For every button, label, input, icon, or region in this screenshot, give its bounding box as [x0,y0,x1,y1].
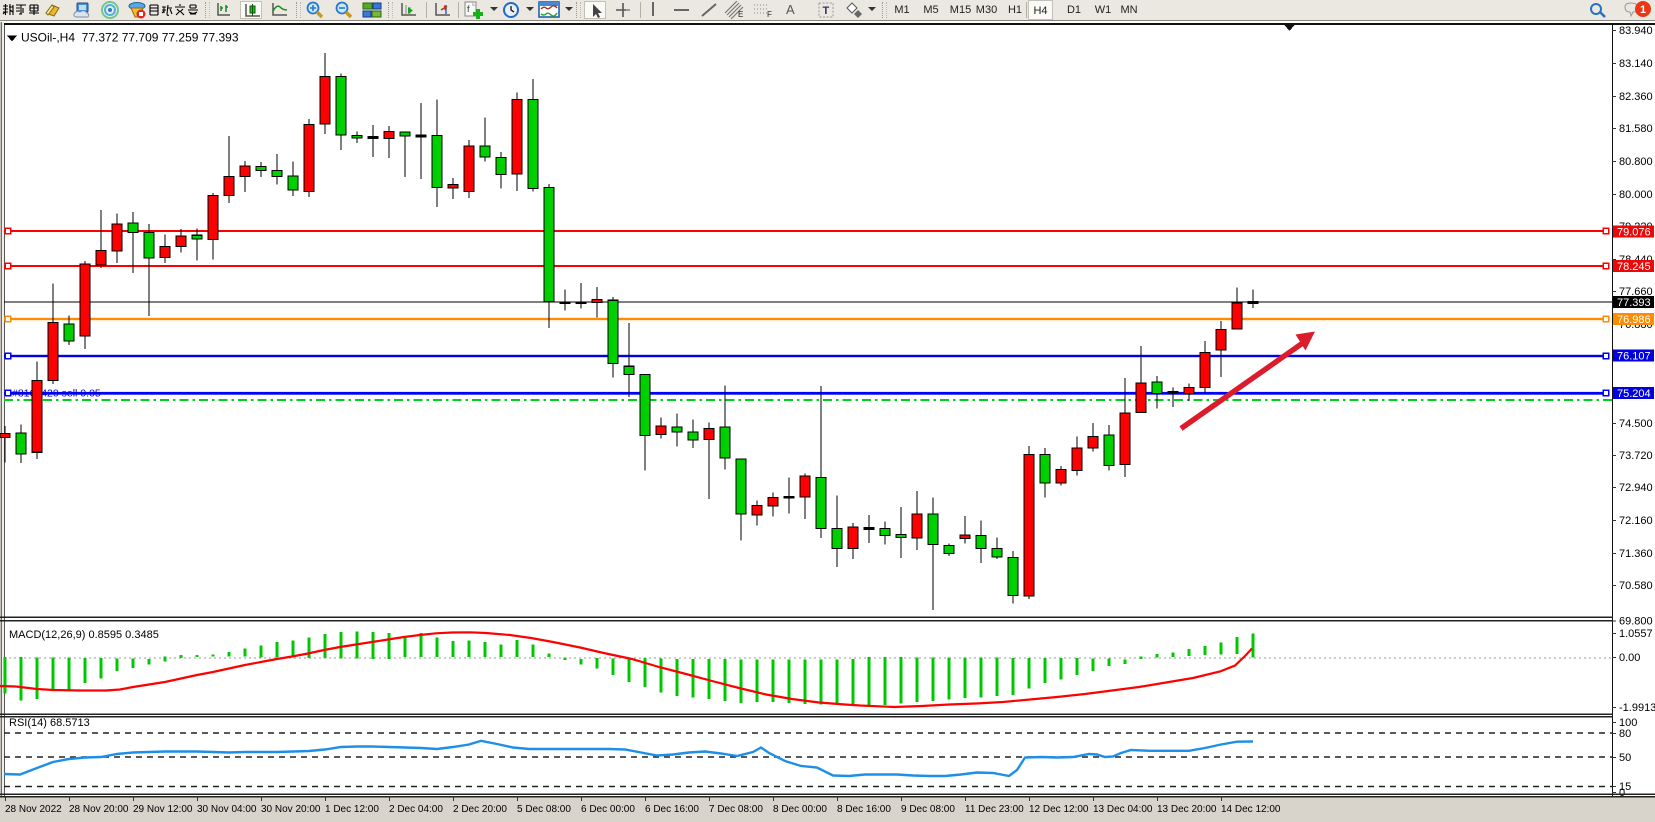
svg-text:78.245: 78.245 [1617,261,1651,273]
svg-text:12 Dec 12:00: 12 Dec 12:00 [1029,804,1089,815]
svg-text:75.204: 75.204 [1617,388,1651,400]
svg-text:72.940: 72.940 [1619,482,1653,494]
svg-text:72.160: 72.160 [1619,515,1653,527]
svg-text:76.107: 76.107 [1617,351,1651,363]
svg-text:8 Dec 00:00: 8 Dec 00:00 [773,804,827,815]
svg-text:83.940: 83.940 [1619,25,1653,37]
svg-text:30 Nov 20:00: 30 Nov 20:00 [261,804,321,815]
svg-text:1.0557: 1.0557 [1619,628,1653,640]
svg-text:T: T [823,5,830,17]
svg-text:73.720: 73.720 [1619,450,1653,462]
svg-text:80.800: 80.800 [1619,156,1653,168]
svg-text:15: 15 [1619,781,1631,793]
svg-text:f: f [467,4,470,14]
svg-text:30 Nov 04:00: 30 Nov 04:00 [197,804,257,815]
svg-text:9 Dec 08:00: 9 Dec 08:00 [901,804,955,815]
svg-text:29 Nov 12:00: 29 Nov 12:00 [133,804,193,815]
svg-text:76.986: 76.986 [1617,314,1651,326]
svg-text:13 Dec 04:00: 13 Dec 04:00 [1093,804,1153,815]
svg-text:71.360: 71.360 [1619,548,1653,560]
svg-text:80.000: 80.000 [1619,189,1653,201]
svg-text:#8164420 sell 0.05: #8164420 sell 0.05 [12,388,101,400]
svg-text:50: 50 [1619,752,1631,764]
svg-text:5 Dec 08:00: 5 Dec 08:00 [517,804,571,815]
svg-text:69.800: 69.800 [1619,616,1653,628]
svg-text:6 Dec 00:00: 6 Dec 00:00 [581,804,635,815]
svg-text:14 Dec 12:00: 14 Dec 12:00 [1221,804,1281,815]
svg-text:74.500: 74.500 [1619,418,1653,430]
svg-text:28 Nov 2022: 28 Nov 2022 [5,804,62,815]
svg-text:80: 80 [1619,728,1631,740]
svg-text:13 Dec 20:00: 13 Dec 20:00 [1157,804,1217,815]
svg-text:81.580: 81.580 [1619,123,1653,135]
svg-text:2 Dec 04:00: 2 Dec 04:00 [389,804,443,815]
svg-text:2 Dec 20:00: 2 Dec 20:00 [453,804,507,815]
svg-text:79.076: 79.076 [1617,227,1651,239]
svg-text:8 Dec 16:00: 8 Dec 16:00 [837,804,891,815]
svg-text:F: F [767,10,772,19]
svg-text:100: 100 [1619,717,1637,729]
svg-text:28 Nov 20:00: 28 Nov 20:00 [69,804,129,815]
svg-text:6 Dec 16:00: 6 Dec 16:00 [645,804,699,815]
svg-text:11 Dec 23:00: 11 Dec 23:00 [965,804,1024,815]
svg-text:0: 0 [1619,787,1625,799]
svg-text:-1.9913: -1.9913 [1619,702,1655,714]
svg-text:USOil-,H4 77.372 77.709 77.25: USOil-,H4 77.372 77.709 77.259 77.393 [21,31,239,45]
svg-text:70.580: 70.580 [1619,580,1653,592]
svg-text:1 Dec 12:00: 1 Dec 12:00 [325,804,379,815]
svg-text:7 Dec 08:00: 7 Dec 08:00 [709,804,763,815]
svg-text:MACD(12,26,9) 0.8595 0.3485: MACD(12,26,9) 0.8595 0.3485 [9,629,159,641]
svg-text:E: E [738,10,743,19]
svg-text:77.393: 77.393 [1617,297,1651,309]
svg-text:0.00: 0.00 [1619,652,1640,664]
svg-text:77.660: 77.660 [1619,286,1653,298]
svg-text:1: 1 [1640,4,1646,16]
svg-text:83.140: 83.140 [1619,58,1653,70]
svg-text:82.360: 82.360 [1619,91,1653,103]
svg-text:RSI(14) 68.5713: RSI(14) 68.5713 [9,717,90,729]
